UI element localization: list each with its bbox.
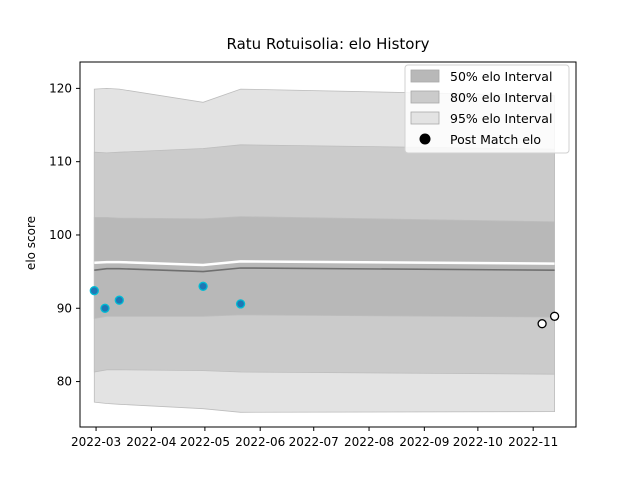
y-tick-label-1: 80: [57, 375, 72, 389]
legend-marker: [419, 133, 431, 145]
y-axis-label: elo score: [24, 216, 38, 270]
chart-title: Ratu Rotuisolia: elo History: [227, 35, 430, 53]
legend-swatch-2: [410, 90, 440, 104]
x-tick-label-4: 2022-06: [235, 435, 285, 449]
plot-area: [89, 87, 560, 413]
legend-label-1: 50% elo Interval: [450, 69, 552, 84]
x-tick-label-6: 2022-08: [344, 435, 394, 449]
y-tick-label-5: 120: [49, 81, 72, 95]
post-match-point-5: [235, 299, 246, 309]
x-tick-label-8: 2022-10: [453, 435, 503, 449]
y-tick-label-2: 90: [57, 301, 72, 315]
mean-elo-line: [94, 267, 555, 273]
legend: 50% elo Interval 80% elo Interval 95% elo …: [404, 64, 570, 154]
legend-label-2: 80% elo Interval: [450, 90, 552, 105]
x-tick-label-3: 2022-05: [180, 435, 230, 449]
legend-swatch-1: [410, 69, 440, 83]
interval-band-3: [93, 216, 555, 319]
post-match-point-4: [198, 281, 208, 291]
x-tick-label-9: 2022-11: [508, 435, 558, 449]
x-tick-label-5: 2022-07: [289, 435, 339, 449]
post-match-point-7: [549, 311, 560, 321]
post-match-point-1: [89, 286, 99, 296]
x-tick-label-2: 2022-04: [126, 435, 176, 449]
legend-label-4: Post Match elo: [450, 132, 541, 147]
x-tick-label-1: 2022-03: [71, 435, 121, 449]
post-match-point-3: [114, 295, 124, 305]
y-tick-label-3: 100: [49, 228, 72, 242]
axes: 2022-03 2022-04 2022-05 2022-06 2022-07 2022-…: [49, 61, 577, 449]
post-match-point-2: [100, 303, 110, 313]
legend-box: [404, 64, 570, 154]
legend-swatch-3: [410, 111, 440, 125]
white-separator-line: [94, 260, 555, 267]
x-tick-label-7: 2022-09: [399, 435, 449, 449]
legend-label-3: 95% elo Interval: [450, 111, 552, 126]
y-tick-label-4: 110: [49, 155, 72, 169]
post-match-point-6: [537, 319, 547, 329]
axes-frame: [79, 61, 577, 428]
